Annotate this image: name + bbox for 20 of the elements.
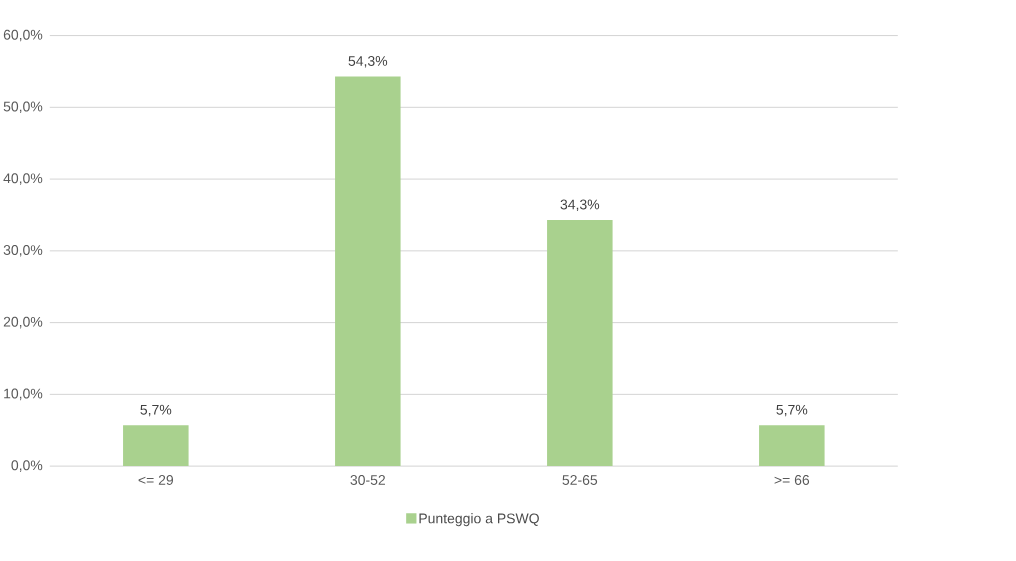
y-tick-label: 10,0% — [4, 388, 43, 401]
y-tick-label: 50,0% — [3, 101, 43, 114]
x-tick-label: 52-65 — [562, 475, 598, 486]
x-tick-label: >= 66 — [774, 475, 810, 486]
bar — [547, 220, 613, 467]
legend-label: Punteggio a PSWQ — [419, 513, 539, 527]
bar — [123, 425, 189, 467]
y-tick-label: 30,0% — [3, 245, 43, 257]
x-tick-label: 30-52 — [350, 475, 385, 486]
y-tick-label: 0,0% — [11, 460, 43, 473]
bar — [335, 76, 401, 467]
data-label: 54,3% — [348, 56, 388, 68]
y-tick-label: 20,0% — [3, 316, 43, 329]
data-label: 5,7% — [776, 404, 808, 417]
y-tick-label: 40,0% — [3, 173, 43, 186]
data-label: 34,3% — [560, 199, 600, 212]
y-tick-label: 60,0% — [3, 29, 43, 42]
bar — [759, 425, 825, 467]
x-tick-label: <= 29 — [138, 475, 174, 486]
data-label: 5,7% — [140, 404, 172, 417]
